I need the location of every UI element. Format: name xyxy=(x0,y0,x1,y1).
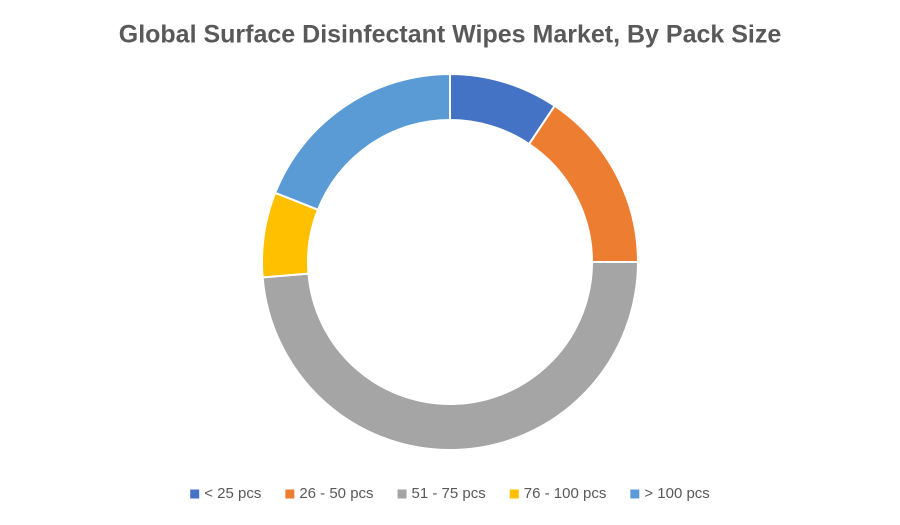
donut-segment xyxy=(261,261,640,451)
legend-swatch xyxy=(397,489,407,499)
donut-segment xyxy=(273,72,451,212)
chart-title: Global Surface Disinfectant Wipes Market… xyxy=(119,21,782,49)
legend-swatch xyxy=(190,489,200,499)
legend-label: 26 - 50 pcs xyxy=(299,485,373,502)
legend-swatch xyxy=(509,489,519,499)
legend-label: 76 - 100 pcs xyxy=(524,485,607,502)
legend-label: 51 - 75 pcs xyxy=(412,485,486,502)
legend-label: < 25 pcs xyxy=(204,485,261,502)
legend-label: > 100 pcs xyxy=(644,485,709,502)
legend-swatch xyxy=(630,489,640,499)
legend-swatch xyxy=(285,489,295,499)
